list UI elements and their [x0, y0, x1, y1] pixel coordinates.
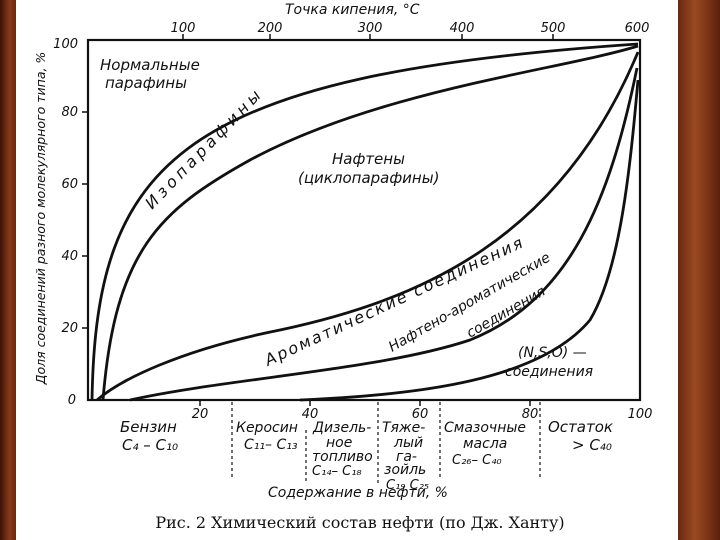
fraction-lube-name-2: масла: [463, 436, 507, 452]
fraction-residue-formula: > C₄₀: [572, 436, 612, 454]
left-axis-title: Доля соединений разного молекулярного ти…: [33, 52, 48, 386]
top-tick-400: 400: [450, 21, 475, 36]
left-tick-20: 20: [61, 321, 78, 336]
fraction-gasoil-name-2: лый: [393, 435, 423, 451]
fraction-kerosene-formula: C₁₁– C₁₃: [244, 437, 298, 453]
fraction-residue-name: Остаток: [548, 418, 613, 436]
plot-frame: [86, 38, 642, 402]
left-axis-ticks: [82, 111, 88, 329]
bottom-tick-100: 100: [628, 407, 653, 422]
left-tick-40: 40: [61, 249, 78, 264]
figure-caption: Рис. 2 Химический состав нефти (по Дж. Х…: [155, 513, 564, 532]
fraction-gasoline-formula: C₄ – C₁₀: [122, 436, 178, 454]
naphthenes-boundary: [96, 51, 640, 402]
fraction-diesel-formula: C₁₄– C₁₈: [312, 464, 362, 479]
label-nso-2: соединения: [505, 364, 593, 380]
bottom-axis-ticks: [199, 400, 531, 406]
bottom-tick-20: 20: [192, 407, 209, 422]
fraction-diesel-name-1: Дизель-: [312, 420, 371, 436]
naphtheno-aromatics-boundary: [299, 79, 640, 402]
fraction-gasoline-name: Бензин: [120, 418, 177, 436]
frame-left-border: [0, 0, 16, 540]
fraction-gasoil-name-4: зойль: [384, 462, 426, 478]
top-axis-title: Точка кипения, °C: [285, 2, 420, 18]
diagram-sheet: [16, 0, 678, 540]
left-tick-80: 80: [61, 105, 78, 120]
label-nso-1: (N,S,O) —: [518, 345, 587, 361]
label-normal-paraffins-1: Нормальные: [100, 56, 200, 74]
label-normal-paraffins-2: парафины: [105, 74, 187, 92]
fraction-gasoil-name-1: Тяже-: [382, 420, 425, 436]
top-tick-100: 100: [171, 21, 196, 36]
isoparaffins-boundary: [101, 44, 639, 401]
fraction-kerosene-name: Керосин: [236, 420, 298, 436]
fraction-diesel-name-3: топливо: [312, 449, 373, 465]
aromatics-boundary: [129, 67, 639, 402]
fraction-lube-name-1: Смазочные: [444, 420, 526, 436]
bottom-axis-title: Содержание в нефти, %: [268, 485, 448, 501]
fraction-dividers: [231, 402, 541, 484]
frame-right-border: [678, 0, 720, 540]
left-tick-60: 60: [61, 177, 78, 192]
bottom-tick-80: 80: [522, 407, 539, 422]
top-tick-600: 600: [625, 21, 650, 36]
top-tick-300: 300: [358, 21, 383, 36]
bottom-tick-40: 40: [302, 407, 319, 422]
fraction-gasoil-name-3: га-: [396, 449, 417, 465]
left-tick-0: 0: [68, 393, 76, 408]
fraction-gasoil-formula: C₁₉ C₂₅: [386, 478, 429, 493]
label-isoparaffins: Изопарафины: [141, 83, 267, 212]
label-naphthenes-1: Нафтены: [332, 150, 405, 168]
label-naphthenes-2: (циклопарафины): [298, 169, 439, 187]
top-tick-500: 500: [541, 21, 566, 36]
left-tick-100: 100: [53, 37, 78, 52]
normal-paraffins-boundary: [90, 42, 639, 401]
top-tick-200: 200: [258, 21, 283, 36]
fraction-diesel-name-2: ное: [326, 435, 352, 451]
top-axis-ticks: [182, 34, 554, 40]
bottom-tick-60: 60: [412, 407, 429, 422]
fraction-lube-formula: C₂₆– C₄₀: [452, 453, 502, 468]
